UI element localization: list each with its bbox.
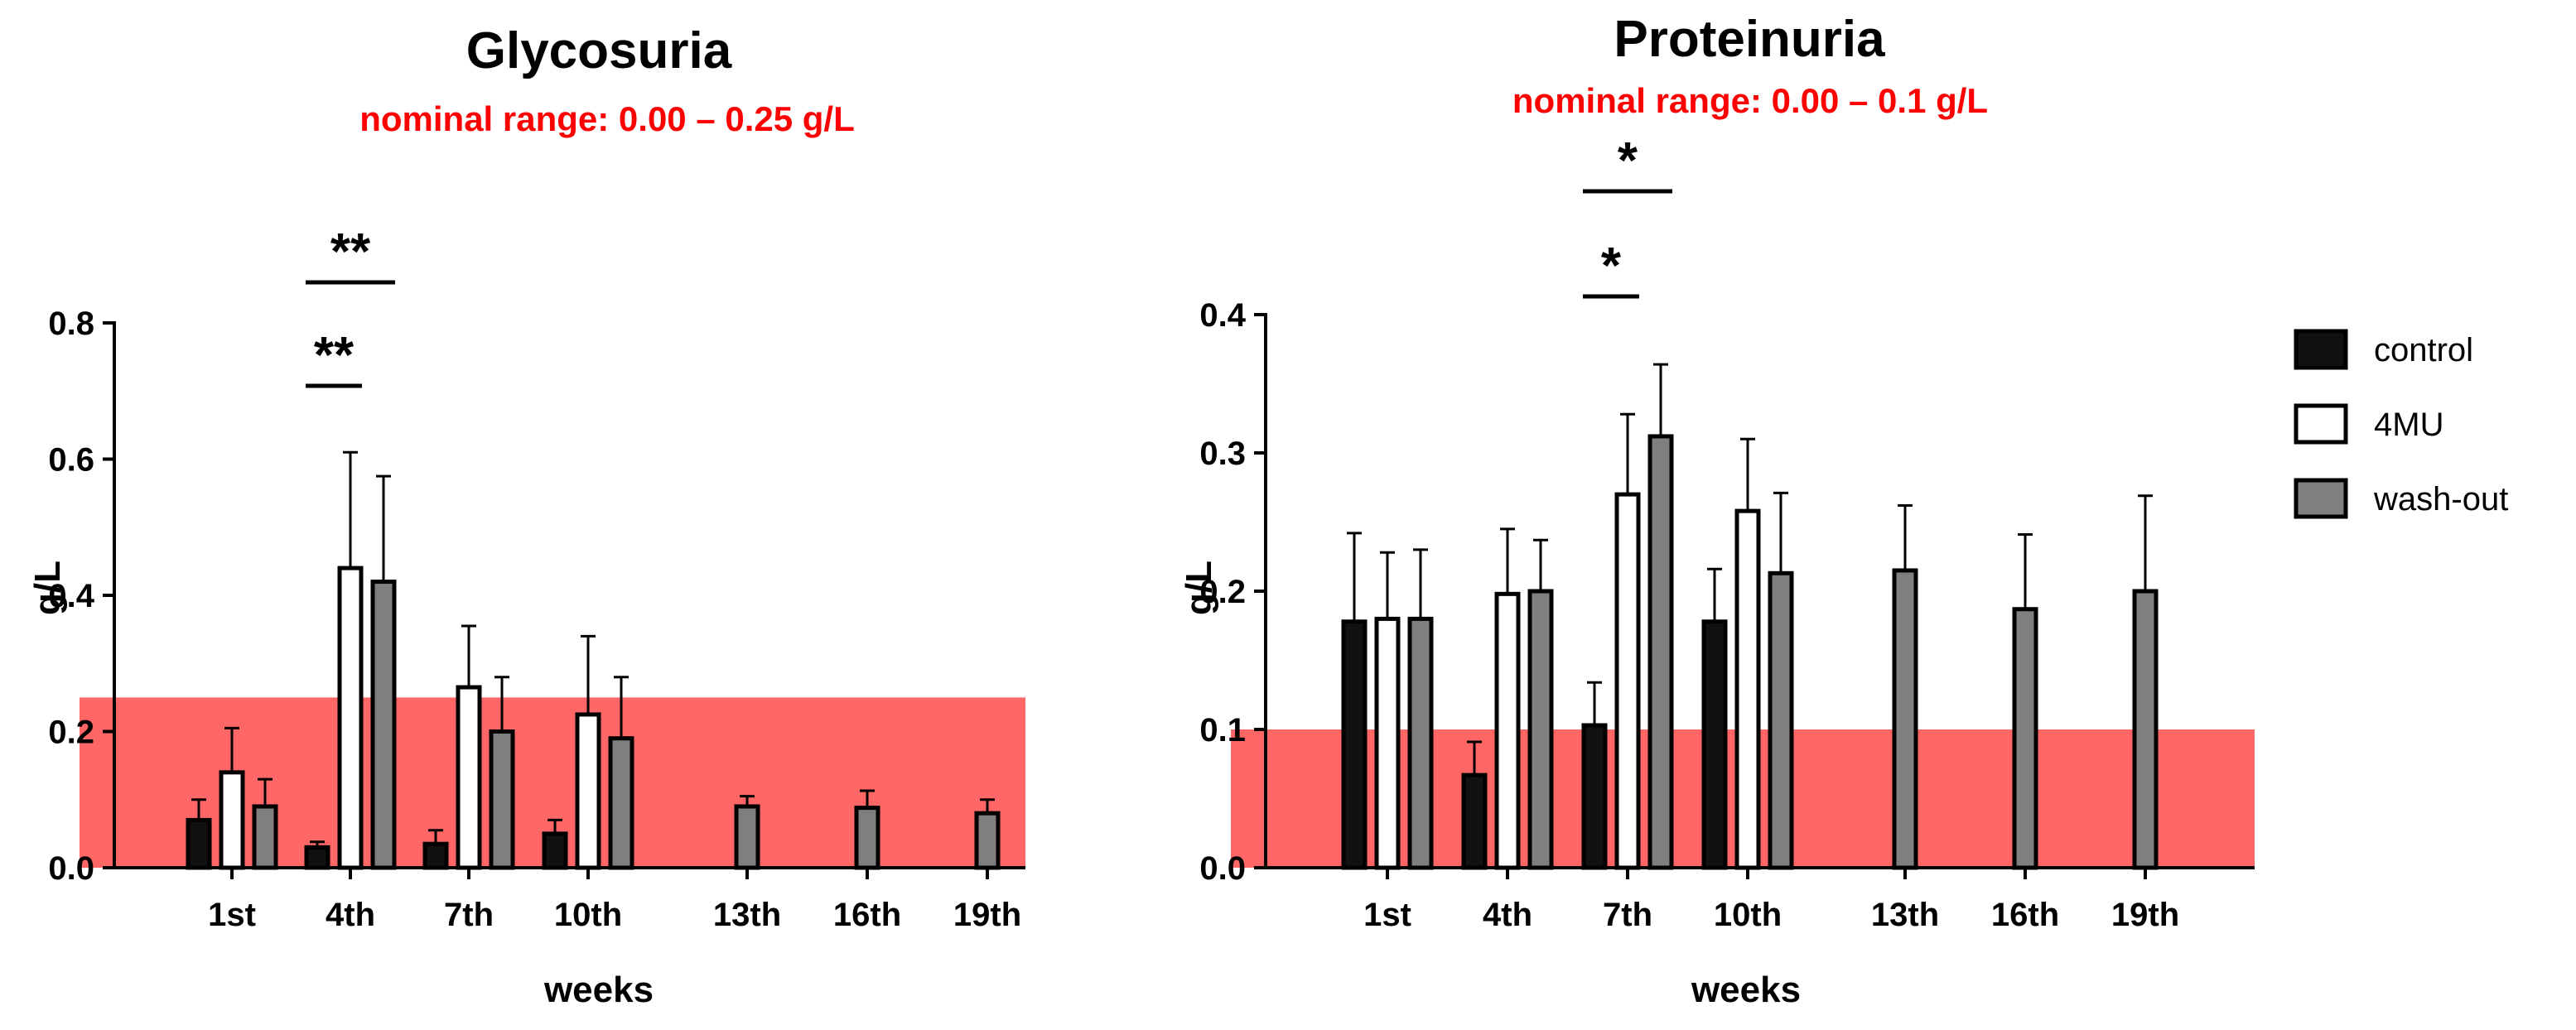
x-axis-label: weeks <box>1691 970 1801 1010</box>
bar-control-7th <box>1581 723 1608 870</box>
x-tick-label: 13th <box>713 897 781 933</box>
plot-area: 0.0 0.1 0.2 0.3 0.4 1st 4th 7th 10th 13th 16th 19th… <box>1199 132 2255 933</box>
nominal-range-label: nominal range: 0.00 – 0.25 g/L <box>359 99 855 138</box>
y-tick-label: 0.0 <box>1199 850 1246 887</box>
significance-marker: * <box>1618 132 1638 190</box>
bar-washout-1st <box>1407 616 1434 870</box>
bar-washout-7th <box>489 729 515 870</box>
glycosuria-chart: Glycosuria nominal range: 0.00 – 0.25 g/… <box>27 22 1025 1010</box>
bar-washout-13th <box>734 804 760 870</box>
significance-marker: ** <box>314 327 355 384</box>
x-tick-label: 1st <box>208 897 256 933</box>
bar-washout-1st <box>252 804 278 870</box>
bar-4mu-10th <box>575 712 601 870</box>
bar-washout-16th <box>854 806 880 870</box>
legend-label-control: control <box>2374 332 2473 368</box>
x-tick-label: 4th <box>1483 897 1532 933</box>
y-tick-label: 0.6 <box>48 442 94 479</box>
bar-washout-4th <box>1527 589 1554 870</box>
legend-swatch-4mu <box>2294 403 2348 445</box>
bar-control-10th <box>1701 619 1728 870</box>
bar-4mu-4th <box>1494 591 1521 870</box>
bar-washout-19th <box>2132 589 2159 870</box>
significance-marker: ** <box>330 224 371 281</box>
legend-label-wash-out: wash-out <box>2373 481 2508 517</box>
bar-washout-4th <box>370 580 397 870</box>
bar-washout-10th <box>1768 570 1794 870</box>
legend-label-4mu: 4MU <box>2374 407 2443 443</box>
x-tick-label: 19th <box>2111 897 2179 933</box>
plot-area: 0.0 0.2 0.4 0.6 0.8 1st 4th 7th 10th 13th 16th 19th… <box>48 224 1025 933</box>
y-axis-label: g/L <box>1179 561 1219 615</box>
bar-4mu-1st <box>1374 616 1401 870</box>
y-tick-label: 0.8 <box>48 306 94 342</box>
y-tick-label: 0.2 <box>1199 574 1246 610</box>
x-tick-label: 7th <box>444 897 494 933</box>
bar-washout-13th <box>1892 568 1918 870</box>
x-tick-label: 1st <box>1363 897 1411 933</box>
nominal-range-label: nominal range: 0.00 – 0.1 g/L <box>1512 81 1988 120</box>
bar-control-4th <box>304 845 330 870</box>
bar-control-7th <box>422 841 449 870</box>
y-tick-label: 0.4 <box>48 578 94 614</box>
bar-washout-7th <box>1647 434 1674 870</box>
legend-swatch-wash-out <box>2294 478 2348 519</box>
y-tick-label: 0.2 <box>48 715 94 751</box>
bar-washout-19th <box>974 811 1001 870</box>
bar-control-1st <box>1341 619 1368 870</box>
significance-marker: * <box>1601 238 1622 295</box>
x-tick-label: 4th <box>326 897 375 933</box>
bar-washout-10th <box>608 736 634 870</box>
y-axis-label: g/L <box>27 561 68 615</box>
y-tick-label: 0.3 <box>1199 436 1246 472</box>
bar-control-4th <box>1461 772 1488 870</box>
y-tick-label: 0.1 <box>1199 712 1246 748</box>
bar-4mu-10th <box>1734 508 1761 870</box>
bar-4mu-4th <box>337 566 364 870</box>
x-tick-label: 13th <box>1871 897 1939 933</box>
legend-swatch-control <box>2294 329 2348 370</box>
y-tick-label: 0.4 <box>1199 297 1246 334</box>
bar-control-10th <box>542 831 568 870</box>
chart-title: Proteinuria <box>1614 11 1885 68</box>
x-tick-label: 16th <box>833 897 901 933</box>
bar-4mu-1st <box>219 770 245 870</box>
x-tick-label: 7th <box>1603 897 1652 933</box>
x-tick-label: 19th <box>953 897 1021 933</box>
y-tick-label: 0.0 <box>48 850 94 887</box>
bar-4mu-7th <box>1614 492 1641 870</box>
chart-title: Glycosuria <box>466 22 732 79</box>
bar-control-1st <box>186 817 212 870</box>
bar-4mu-7th <box>456 685 482 870</box>
legend: control 4MU wash-out <box>2294 329 2508 519</box>
x-axis-label: weeks <box>543 970 654 1010</box>
x-tick-label: 16th <box>1991 897 2059 933</box>
x-tick-label: 10th <box>1714 897 1782 933</box>
x-tick-label: 10th <box>554 897 622 933</box>
proteinuria-chart: Proteinuria nominal range: 0.00 – 0.1 g/… <box>1179 11 2255 1010</box>
bar-washout-16th <box>2012 607 2038 870</box>
